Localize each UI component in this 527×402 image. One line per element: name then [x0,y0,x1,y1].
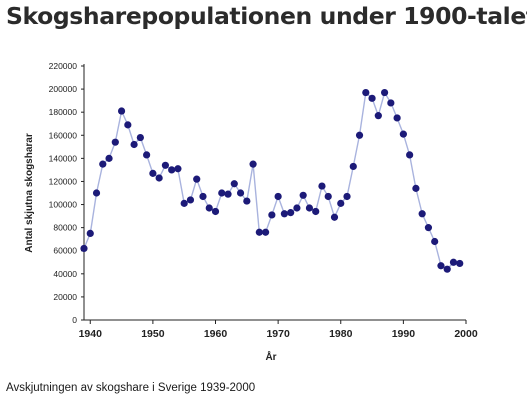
data-point [412,184,420,192]
data-point [124,121,132,129]
data-point [99,160,107,168]
data-point [230,180,238,188]
data-point [324,192,332,201]
data-point [92,189,101,197]
y-tick-label: 120000 [49,176,78,186]
chart-svg: 0 20000 40000 60000 80000 100000 120000 140000 1… [24,61,478,363]
data-point [449,258,458,266]
data-point [380,88,389,97]
data-point [362,88,370,97]
y-tick-label: 140000 [49,153,78,163]
data-point [431,237,439,246]
x-axis-label: År [265,350,276,363]
y-tick-labels: 0 20000 40000 60000 80000 100000 120000 140000 1… [49,61,78,325]
data-point [117,107,126,115]
data-point [287,209,295,217]
data-point [249,160,257,168]
y-tick-label: 200000 [49,84,78,94]
data-point [337,199,345,207]
data-point [343,192,351,201]
y-tick-label: 80000 [53,223,77,233]
data-point [105,154,113,162]
y-tick-label: 40000 [53,269,77,279]
series-group [80,88,464,273]
data-point [205,204,213,212]
y-tick-label: 160000 [49,130,78,140]
data-point [224,190,232,198]
data-point [443,265,451,273]
y-axis-label: Antal skjutna skogsharar [24,133,35,253]
y-tick-label: 180000 [49,107,78,117]
data-point [274,192,282,201]
data-point [330,213,339,221]
data-point [387,99,395,107]
data-point [136,133,144,142]
y-tick-label: 220000 [49,61,78,71]
data-point [418,210,426,218]
data-point [305,204,314,212]
chart-axes [81,64,467,324]
data-point [193,175,201,183]
x-tick-label: 2000 [454,328,478,340]
data-point [424,224,433,232]
y-tick-label: 20000 [53,292,77,302]
data-point [355,131,364,139]
data-point [299,191,307,199]
figure-caption: Avskjutningen av skogshare i Sverige 193… [6,382,256,394]
data-point [255,228,263,236]
data-point [393,114,401,122]
data-point [86,229,94,238]
data-point [168,166,176,174]
data-point [180,199,188,207]
data-point [174,165,182,173]
data-point [368,94,376,102]
data-point [280,210,288,218]
data-point [236,189,245,197]
data-point [243,197,251,205]
y-tick-label: 0 [72,315,77,325]
data-point [143,151,151,159]
data-point [318,182,326,190]
data-point [211,207,220,216]
x-tick-label: 1950 [141,328,165,340]
data-point [149,169,157,177]
data-point [199,192,207,201]
x-tick-label: 1960 [204,328,228,340]
data-point [161,161,170,169]
data-point [349,162,357,171]
data-point [111,138,119,146]
data-point [130,140,138,149]
data-point [186,196,195,204]
data-point [262,228,270,236]
data-point [456,259,464,268]
series-line [83,90,460,271]
x-tick-labels: 1940 1950 1960 1970 1980 1990 2000 [79,328,478,340]
y-tick-label: 100000 [49,200,78,210]
x-tick-label: 1980 [329,328,353,340]
data-point [80,244,88,253]
data-point [406,151,414,159]
data-point [218,189,226,197]
data-point [293,204,301,212]
data-point [437,262,445,270]
data-point [268,211,276,219]
data-point [312,207,320,216]
data-point [374,112,382,120]
y-tick-label: 60000 [53,246,77,256]
chart-title: Skogsharepopulationen under 1900-talet [6,2,527,30]
x-tick-label: 1990 [392,328,416,340]
data-point [399,130,407,138]
x-tick-label: 1970 [266,328,290,340]
data-point [155,174,163,182]
x-tick-label: 1940 [79,328,103,340]
